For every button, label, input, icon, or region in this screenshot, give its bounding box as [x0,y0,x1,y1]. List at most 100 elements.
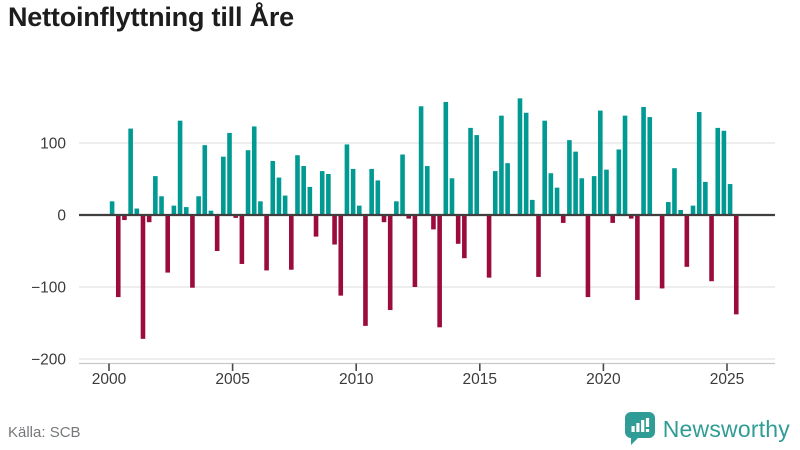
bar [183,207,189,215]
bar [276,177,282,215]
bar [369,168,374,215]
brand-name: Newsworthy [662,415,790,442]
bar [431,215,436,230]
newsworthy-brand: Newsworthy [624,412,790,446]
bar [505,163,510,215]
bar [635,215,640,300]
bar [146,215,152,223]
bar [591,176,597,215]
bar [622,115,628,215]
y-tick-label: −200 [31,352,66,369]
bar [190,215,195,288]
bar [610,215,615,223]
bar [270,161,276,215]
bar [672,168,677,215]
bar [443,101,449,215]
bar [585,215,591,298]
bar [517,98,523,215]
bar [616,149,622,215]
bar [536,215,541,277]
bar [171,205,177,215]
bar [665,202,671,215]
bar [307,186,313,215]
x-tick-label: 2020 [586,371,621,388]
bar [387,215,393,311]
bar [301,166,306,215]
bar [678,209,683,215]
x-tick-label: 2015 [463,371,497,388]
bar [282,195,288,215]
bar [709,215,714,282]
bar [449,178,455,215]
bar [418,106,424,215]
bar [319,171,325,215]
bar [492,171,498,215]
bar [153,176,158,215]
bar [251,126,257,215]
bar [703,181,708,215]
bar [140,215,146,339]
bar [468,127,473,215]
x-tick-label: 2005 [215,371,249,388]
bar [239,215,245,264]
bar [338,215,344,296]
bar [696,112,702,215]
source-label: Källa: SCB [8,424,81,441]
bar [721,130,727,215]
chart-title: Nettoinflyttning till Åre [8,2,294,32]
bar [381,215,387,223]
bar [258,201,263,215]
bar [424,166,430,215]
bar [579,178,585,215]
newsworthy-logo-icon [624,412,655,445]
bar [264,215,269,271]
bar [567,140,572,215]
bar [733,215,739,315]
bar [400,154,405,215]
bar [356,205,362,215]
bar [165,215,171,273]
bar [659,215,665,289]
bar [406,215,412,219]
y-tick-label: −100 [31,280,66,297]
bar [245,150,251,215]
bar [363,215,368,326]
bar [221,156,226,215]
bar [313,215,319,237]
bar [332,215,337,245]
bar [350,168,356,215]
bar [202,145,208,215]
bar [598,110,603,215]
bar [455,215,461,244]
bar [208,210,214,215]
bar [295,155,300,215]
bar [647,117,653,215]
bar [684,215,690,267]
bar [604,169,609,215]
bar [109,201,115,215]
bar [233,215,238,218]
bar [227,132,232,215]
bar [462,215,467,259]
bar [542,120,547,215]
x-tick-label: 2010 [339,371,374,388]
bar [573,151,578,215]
bar [115,215,121,298]
bar [499,115,504,215]
bar [530,199,535,215]
bar [474,135,480,215]
bar [486,215,492,278]
bar [560,215,566,223]
bar [715,127,721,215]
x-tick-label: 2000 [92,371,127,388]
bar [196,196,201,215]
bar [122,215,127,221]
x-tick-label: 2025 [710,371,744,388]
bar [412,215,418,287]
bar [134,208,140,215]
bar [214,215,220,251]
bar [177,120,183,215]
bar [548,173,554,215]
bar [344,144,350,215]
